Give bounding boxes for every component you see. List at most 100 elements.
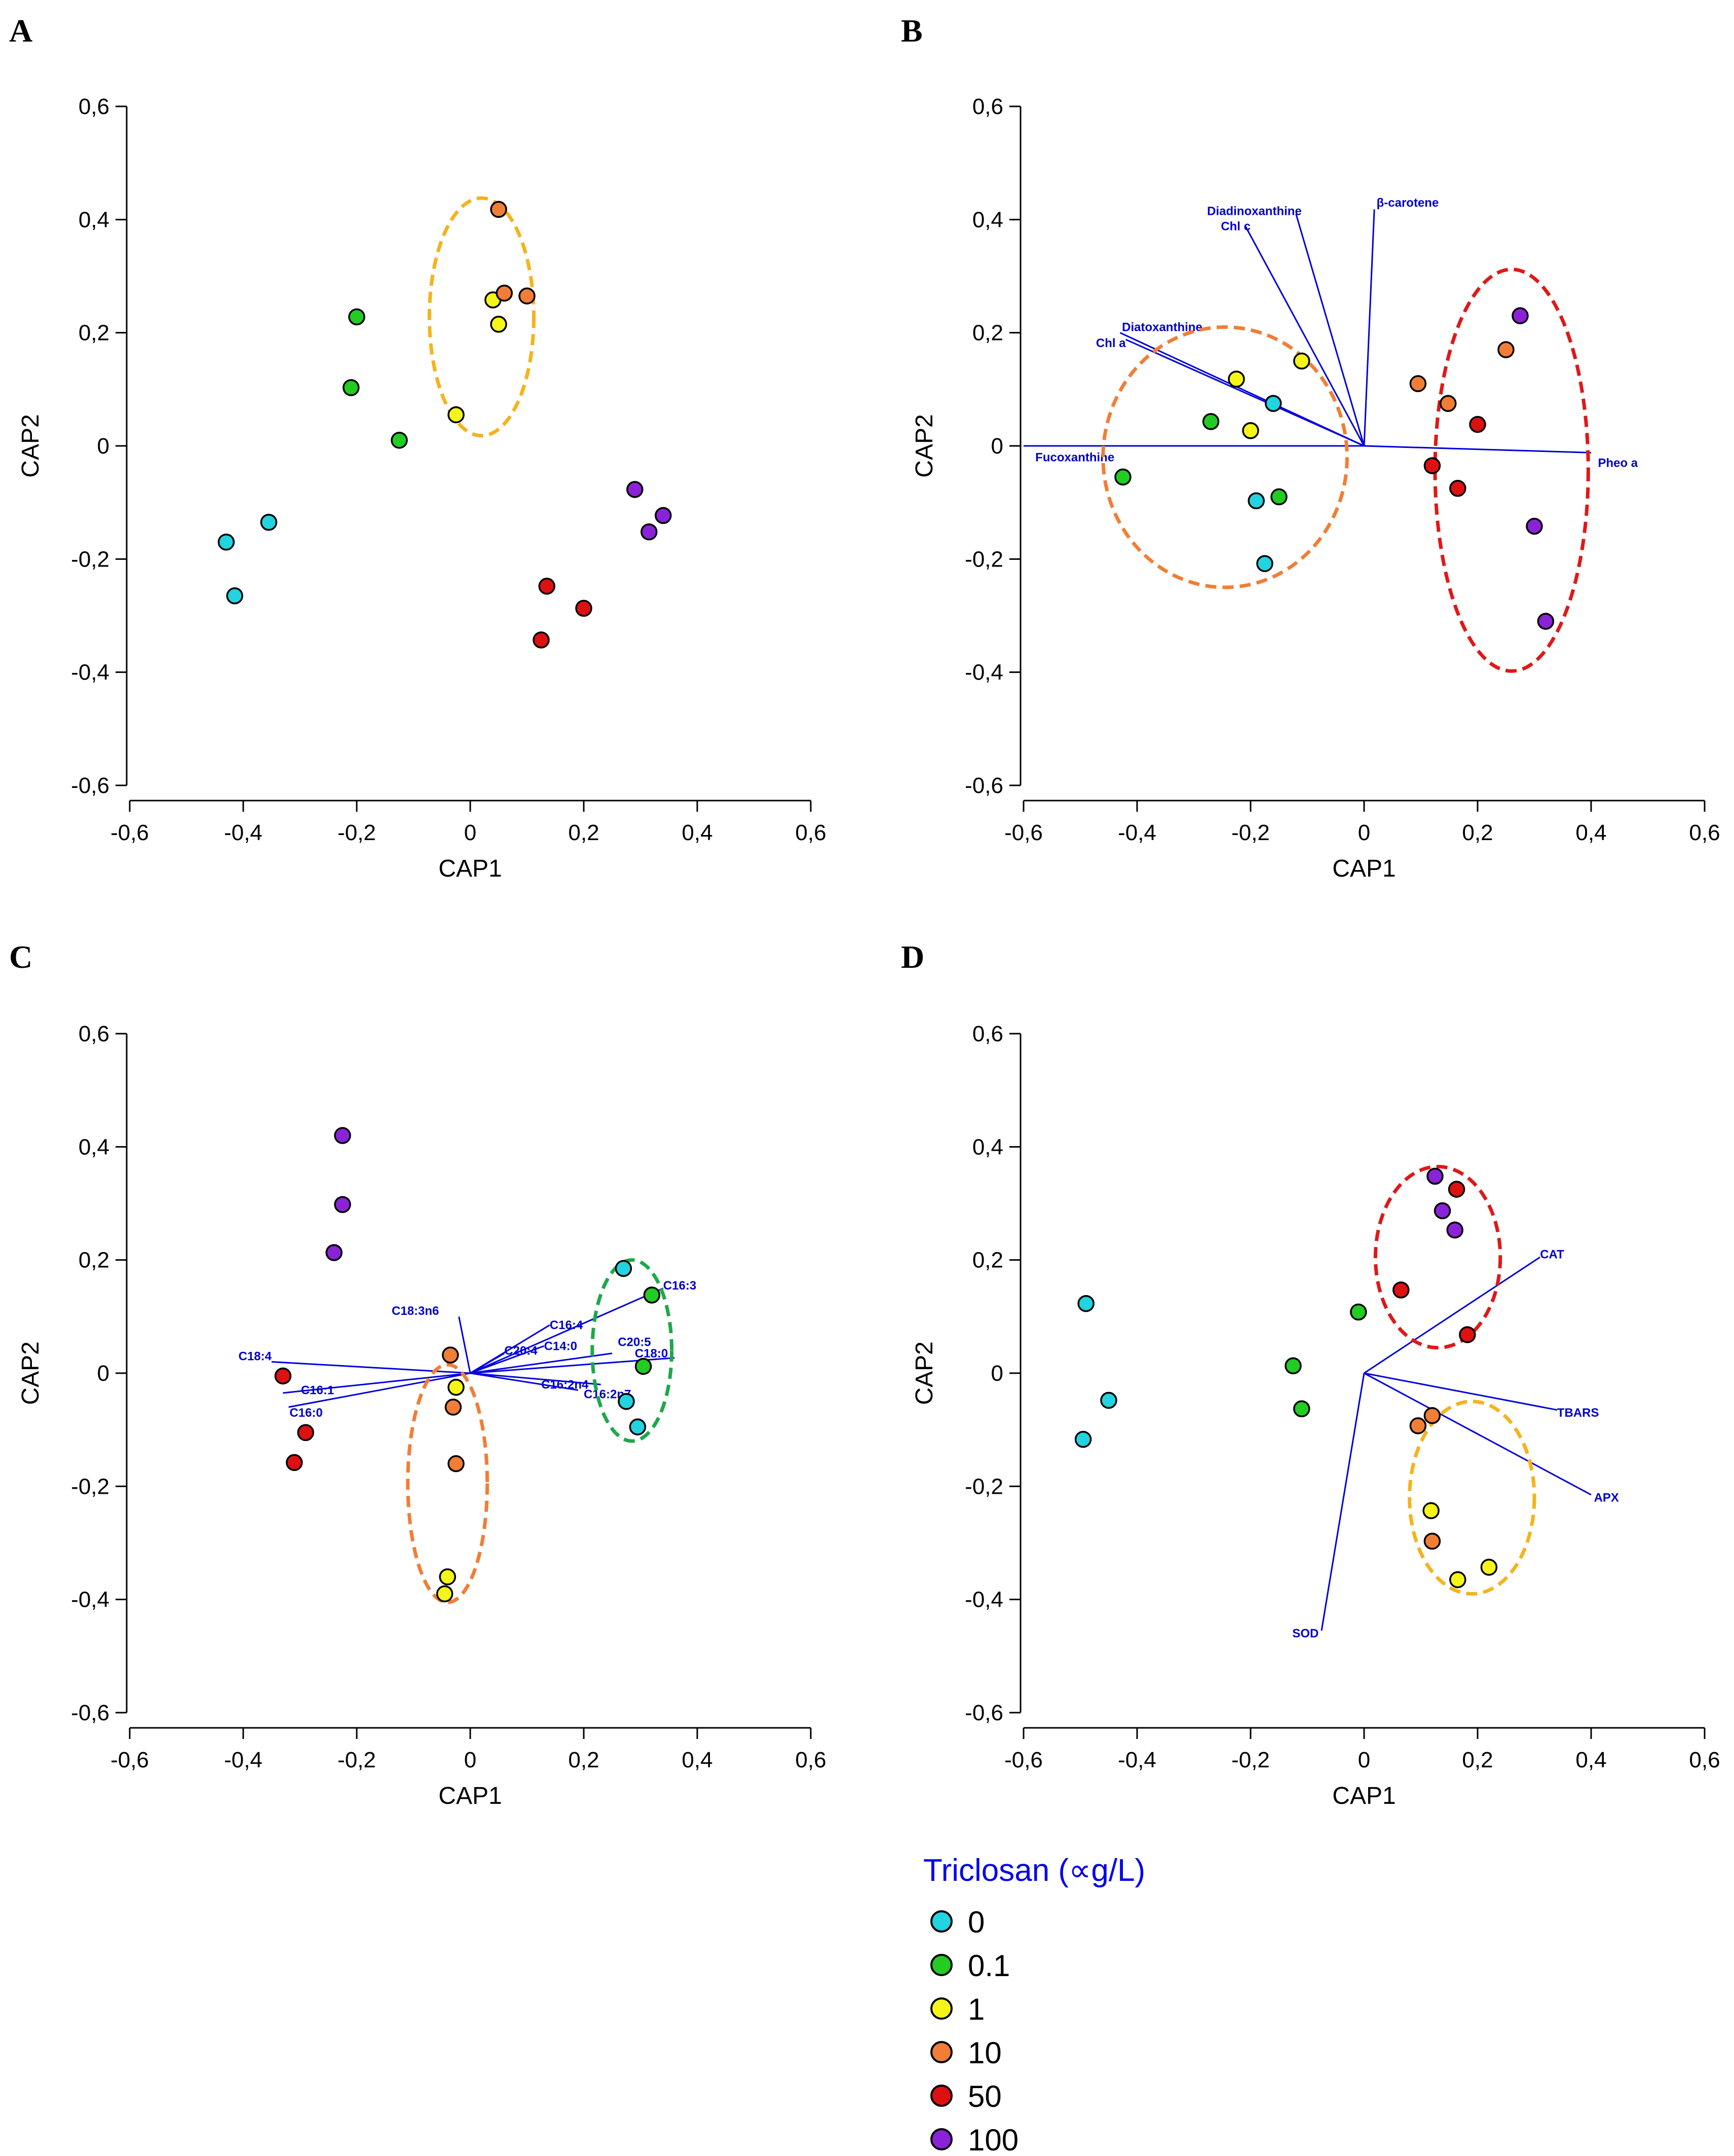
- vector-line: [470, 1324, 550, 1374]
- vector-line: [1364, 1372, 1558, 1411]
- legend-label: 100: [968, 2123, 1019, 2156]
- data-point: [1293, 352, 1310, 370]
- group-ellipse: [1408, 1399, 1536, 1596]
- data-point: [1228, 370, 1245, 388]
- data-point: [1423, 457, 1441, 474]
- group-ellipse: [406, 1363, 489, 1604]
- vector-line: [1363, 209, 1375, 446]
- data-point: [1409, 1417, 1427, 1434]
- vector-line: [470, 1345, 545, 1374]
- data-point: [1350, 1303, 1367, 1321]
- data-point: [1526, 517, 1543, 535]
- panel-letter: C: [9, 939, 32, 975]
- x-tick-label: 0,4: [682, 820, 712, 845]
- legend-swatch: [930, 1954, 953, 1976]
- vector-label: C14:0: [544, 1339, 577, 1353]
- data-point: [1449, 1571, 1466, 1588]
- x-tick-label: 0,2: [568, 1748, 599, 1772]
- data-point: [538, 578, 555, 595]
- x-tick-label: 0,6: [795, 820, 826, 845]
- x-tick-label: -0,4: [224, 1748, 262, 1772]
- data-point: [325, 1244, 343, 1261]
- data-point: [1426, 1167, 1444, 1185]
- data-point: [1434, 1202, 1451, 1220]
- panel-letter: B: [901, 13, 923, 49]
- data-point: [1285, 1357, 1302, 1375]
- data-point: [334, 1127, 351, 1144]
- vector-label: C18:4: [239, 1350, 272, 1364]
- x-tick-label: 0: [464, 1748, 476, 1772]
- legend-swatch: [930, 2041, 953, 2063]
- y-axis-label: CAP2: [17, 414, 44, 477]
- panel-A: A 0,6 0,4 0,2 0 -0,2 -0,4 -0,6 CAP2 -0,6 -0,4 -0,2 0…: [9, 13, 826, 882]
- legend-title: Triclosan (∝g/L): [923, 1853, 1145, 1888]
- vector-line: [470, 1288, 664, 1374]
- data-point: [490, 201, 507, 218]
- x-tick-label: 0: [1358, 1748, 1370, 1772]
- data-point: [643, 1287, 661, 1304]
- x-tick-label: -0,2: [1231, 1748, 1270, 1772]
- vector-label: Fucoxanthine: [1035, 450, 1114, 464]
- data-point: [447, 406, 465, 424]
- x-tick-label: 0: [1358, 820, 1370, 845]
- x-tick-label: 0: [464, 820, 476, 845]
- y-tick-label: 0,4: [79, 1134, 109, 1159]
- x-tick-label: -0,4: [1118, 820, 1156, 845]
- x-axis-label: CAP1: [438, 855, 502, 882]
- x-tick-label: 0,4: [1575, 1748, 1606, 1772]
- data-point: [1512, 307, 1529, 324]
- panel-B: B 0,6 0,4 0,2 0 -0,2 -0,4 -0,6 CAP2 -0,6 -0,4 -0,2 0…: [901, 13, 1720, 882]
- data-point: [496, 284, 513, 302]
- data-point: [442, 1346, 459, 1364]
- x-axis-label: CAP1: [438, 1783, 502, 1809]
- y-tick-label: 0: [991, 434, 1003, 459]
- vector-line: [1125, 338, 1365, 447]
- data-point: [1497, 341, 1515, 358]
- x-tick-label: -0,6: [110, 820, 149, 845]
- x-tick-label: 0,2: [1462, 1748, 1493, 1772]
- x-tick-label: 0,6: [1689, 1748, 1720, 1772]
- vector-line: [1364, 445, 1592, 453]
- legend-label: 50: [968, 2079, 1002, 2113]
- y-tick-label: 0,4: [79, 207, 109, 232]
- y-tick-label: -0,4: [71, 1587, 109, 1612]
- vector-label: C16:0: [289, 1406, 322, 1420]
- vector-line: [1295, 213, 1365, 446]
- vector-line: [283, 1372, 471, 1394]
- panel-C: C 0,6 0,4 0,2 0 -0,2 -0,4 -0,6 CAP2 -0,6 -0,4 -0,2 0…: [9, 939, 826, 1809]
- group-ellipse: [427, 196, 536, 438]
- y-tick-label: 0,6: [972, 1022, 1003, 1046]
- vector-line: [271, 1361, 471, 1374]
- data-point: [518, 287, 536, 305]
- x-tick-label: 0,6: [1689, 820, 1720, 845]
- data-point: [1270, 488, 1288, 506]
- x-tick-label: -0,2: [337, 1748, 376, 1772]
- group-ellipse: [1373, 1164, 1502, 1350]
- data-point: [391, 432, 408, 449]
- x-tick-label: 0,4: [682, 1748, 712, 1772]
- panel-D: D 0,6 0,4 0,2 0 -0,2 -0,4 -0,6 CAP2 -0,6 -0,4 -0,2 0…: [901, 939, 1720, 1809]
- data-point: [634, 1357, 652, 1375]
- vector-label: C20:5: [618, 1336, 651, 1349]
- data-point: [439, 1568, 456, 1585]
- data-point: [1256, 555, 1273, 573]
- data-point: [615, 1260, 632, 1277]
- y-tick-label: 0,6: [79, 1022, 109, 1046]
- panel-letter: D: [901, 939, 924, 975]
- data-point: [1440, 395, 1457, 412]
- data-point: [618, 1393, 635, 1410]
- vector-line: [1321, 1373, 1365, 1631]
- group-ellipse: [1101, 325, 1349, 589]
- y-tick-label: -0,6: [965, 773, 1003, 798]
- data-point: [274, 1367, 292, 1385]
- y-tick-label: -0,4: [71, 660, 109, 685]
- legend-swatch: [930, 2085, 953, 2107]
- y-tick-label: -0,4: [965, 1587, 1003, 1612]
- vector-line: [1244, 224, 1365, 446]
- vector-label: CAT: [1540, 1248, 1564, 1262]
- data-point: [436, 1585, 454, 1603]
- vector-label: SOD: [1292, 1627, 1318, 1641]
- y-tick-label: 0: [991, 1361, 1003, 1386]
- legend: Triclosan (∝g/L) 0 0.1 1 10 50 100: [923, 1853, 1145, 2156]
